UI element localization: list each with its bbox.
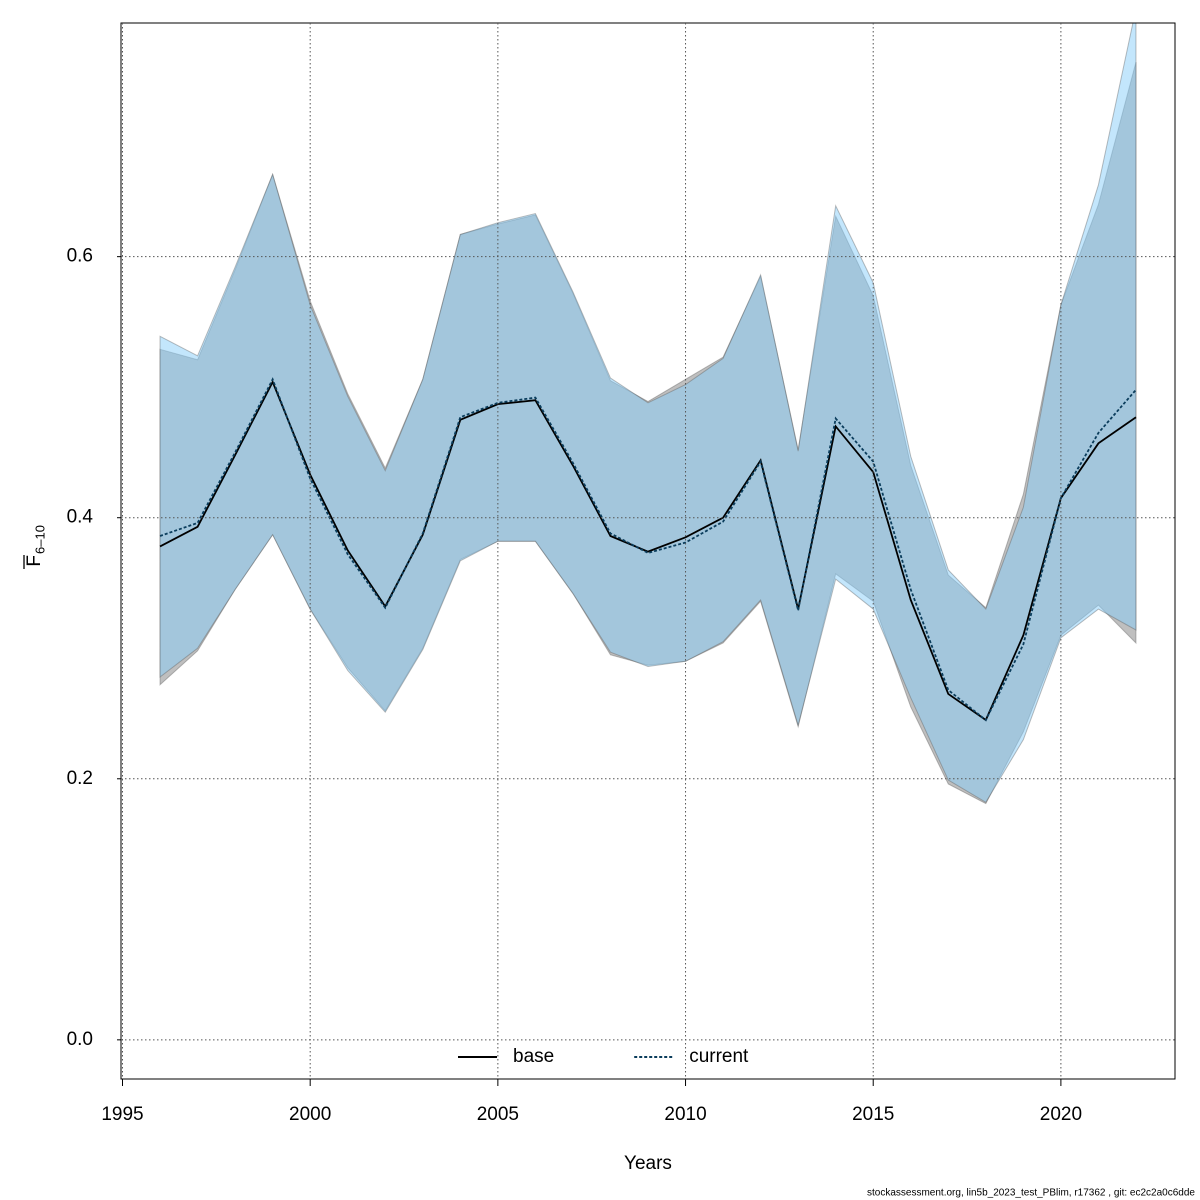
confidence-band <box>159 23 1137 803</box>
y-tick-label: 0.2 <box>67 768 93 789</box>
legend-label: current <box>689 1046 749 1067</box>
plot-frame <box>120 22 1176 1080</box>
y-axis-label: F 6–10 <box>23 525 47 569</box>
line <box>159 377 1137 722</box>
legend-label: base <box>513 1046 554 1067</box>
x-tick-label: 2005 <box>477 1104 519 1125</box>
y-tick-label: 0.6 <box>67 246 93 267</box>
y-tick-label: 0.0 <box>67 1029 93 1050</box>
plot-area <box>159 23 1137 805</box>
line <box>159 379 1137 722</box>
x-tick-label: 1995 <box>101 1104 143 1125</box>
x-tick-label: 2000 <box>289 1104 331 1125</box>
x-tick-label: 2010 <box>664 1104 706 1125</box>
y-tick-label: 0.4 <box>67 507 94 528</box>
footer: stockassessment.org, lin5b_2023_test_PBl… <box>867 1188 1195 1199</box>
x-axis-label: Years <box>624 1153 672 1174</box>
x-tick-label: 2015 <box>852 1104 894 1125</box>
y-axis-label-main: F <box>24 555 45 567</box>
y-axis-label-subscript: 6–10 <box>32 525 47 554</box>
x-tick-label: 2020 <box>1040 1104 1082 1125</box>
